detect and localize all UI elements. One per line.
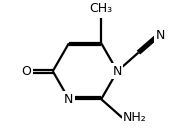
Text: N: N (113, 65, 122, 78)
Text: N: N (156, 29, 165, 42)
Text: CH₃: CH₃ (90, 2, 113, 15)
Text: NH₂: NH₂ (123, 111, 147, 124)
Text: N: N (64, 93, 74, 106)
Text: O: O (21, 65, 31, 78)
